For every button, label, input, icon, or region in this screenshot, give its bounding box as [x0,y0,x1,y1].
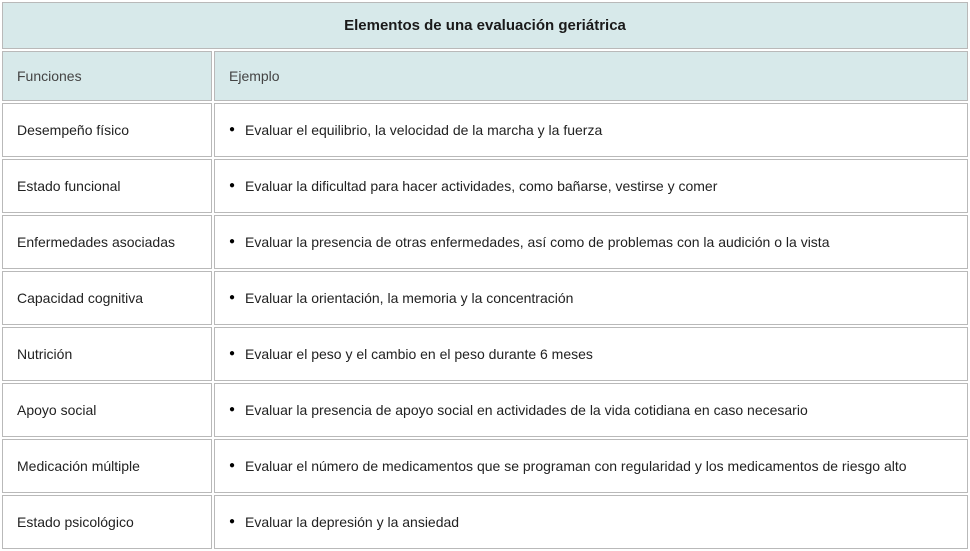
table-row: Estado funcional ● Evaluar la dificultad p… [2,159,968,213]
table-row: Nutrición ● Evaluar el peso y el cambio en… [2,327,968,381]
table: Elementos de una evaluación geriátrica F… [0,0,970,551]
func-cell: Nutrición [2,327,212,381]
header-row: Funciones Ejemplo [2,51,968,101]
example-text: Evaluar el número de medicamentos que se… [245,456,953,476]
col-header-funciones: Funciones [2,51,212,101]
bullet-icon: ● [225,400,235,420]
table-row: Estado psicológico ● Evaluar la depresión … [2,495,968,549]
func-cell: Medicación múltiple [2,439,212,493]
example-cell: ● Evaluar la presencia de apoyo social en… [214,383,968,437]
example-text: Evaluar la orientación, la memoria y la … [245,288,953,308]
bullet-icon: ● [225,288,235,308]
func-cell: Estado funcional [2,159,212,213]
bullet-item: ● Evaluar el número de medicamentos que s… [225,456,953,476]
bullet-item: ● Evaluar el peso y el cambio en el peso … [225,344,953,364]
bullet-icon: ● [225,232,235,252]
col-header-ejemplo: Ejemplo [214,51,968,101]
example-cell: ● Evaluar la dificultad para hacer activi… [214,159,968,213]
example-cell: ● Evaluar el peso y el cambio en el peso … [214,327,968,381]
example-text: Evaluar la depresión y la ansiedad [245,512,953,532]
example-cell: ● Evaluar el número de medicamentos que s… [214,439,968,493]
example-cell: ● Evaluar el equilibrio, la velocidad de … [214,103,968,157]
table-row: Apoyo social ● Evaluar la presencia de apo… [2,383,968,437]
geriatric-eval-table: Elementos de una evaluación geriátrica F… [0,0,970,551]
bullet-item: ● Evaluar la presencia de apoyo social en… [225,400,953,420]
func-cell: Enfermedades asociadas [2,215,212,269]
bullet-item: ● Evaluar la presencia de otras enfermeda… [225,232,953,252]
func-cell: Estado psicológico [2,495,212,549]
example-text: Evaluar la presencia de apoyo social en … [245,400,953,420]
bullet-item: ● Evaluar el equilibrio, la velocidad de … [225,120,953,140]
example-text: Evaluar el equilibrio, la velocidad de l… [245,120,953,140]
table-row: Enfermedades asociadas ● Evaluar la presen… [2,215,968,269]
func-cell: Desempeño físico [2,103,212,157]
func-cell: Apoyo social [2,383,212,437]
table-row: Medicación múltiple ● Evaluar el número de… [2,439,968,493]
example-cell: ● Evaluar la depresión y la ansiedad [214,495,968,549]
bullet-icon: ● [225,456,235,476]
bullet-icon: ● [225,512,235,532]
example-cell: ● Evaluar la orientación, la memoria y la… [214,271,968,325]
bullet-item: ● Evaluar la orientación, la memoria y la… [225,288,953,308]
example-cell: ● Evaluar la presencia de otras enfermeda… [214,215,968,269]
example-text: Evaluar la dificultad para hacer activid… [245,176,953,196]
bullet-icon: ● [225,344,235,364]
table-row: Desempeño físico ● Evaluar el equilibrio, … [2,103,968,157]
example-text: Evaluar el peso y el cambio en el peso d… [245,344,953,364]
title-row: Elementos de una evaluación geriátrica [2,2,968,49]
table-row: Capacidad cognitiva ● Evaluar la orientaci… [2,271,968,325]
bullet-icon: ● [225,120,235,140]
bullet-icon: ● [225,176,235,196]
table-title: Elementos de una evaluación geriátrica [2,2,968,49]
bullet-item: ● Evaluar la dificultad para hacer activi… [225,176,953,196]
example-text: Evaluar la presencia de otras enfermedad… [245,232,953,252]
bullet-item: ● Evaluar la depresión y la ansiedad [225,512,953,532]
func-cell: Capacidad cognitiva [2,271,212,325]
